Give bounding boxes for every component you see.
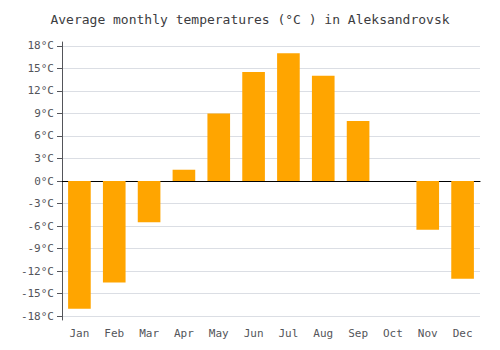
svg-text:Jul: Jul — [278, 327, 298, 340]
svg-text:Apr: Apr — [174, 327, 194, 340]
svg-text:Nov: Nov — [418, 327, 438, 340]
svg-text:18°C: 18°C — [28, 39, 55, 52]
svg-text:15°C: 15°C — [28, 62, 55, 75]
svg-text:Oct: Oct — [383, 327, 403, 340]
svg-text:9°C: 9°C — [34, 107, 54, 120]
svg-text:6°C: 6°C — [34, 129, 54, 142]
svg-text:12°C: 12°C — [28, 84, 55, 97]
svg-text:Dec: Dec — [453, 327, 473, 340]
svg-text:0°C: 0°C — [34, 175, 54, 188]
svg-text:-15°C: -15°C — [21, 287, 54, 300]
svg-text:May: May — [209, 327, 229, 340]
svg-text:Feb: Feb — [104, 327, 124, 340]
svg-text:Jan: Jan — [69, 327, 89, 340]
svg-text:-18°C: -18°C — [21, 310, 54, 323]
svg-text:-3°C: -3°C — [28, 197, 55, 210]
svg-text:Average monthly temperatures (: Average monthly temperatures (°C ) in Al… — [50, 12, 449, 27]
svg-text:Aug: Aug — [313, 327, 333, 340]
svg-text:Jun: Jun — [244, 327, 264, 340]
svg-text:3°C: 3°C — [34, 152, 54, 165]
svg-text:-9°C: -9°C — [28, 242, 55, 255]
svg-text:-12°C: -12°C — [21, 265, 54, 278]
svg-text:-6°C: -6°C — [28, 220, 55, 233]
svg-text:Mar: Mar — [139, 327, 159, 340]
svg-text:Sep: Sep — [348, 327, 368, 340]
